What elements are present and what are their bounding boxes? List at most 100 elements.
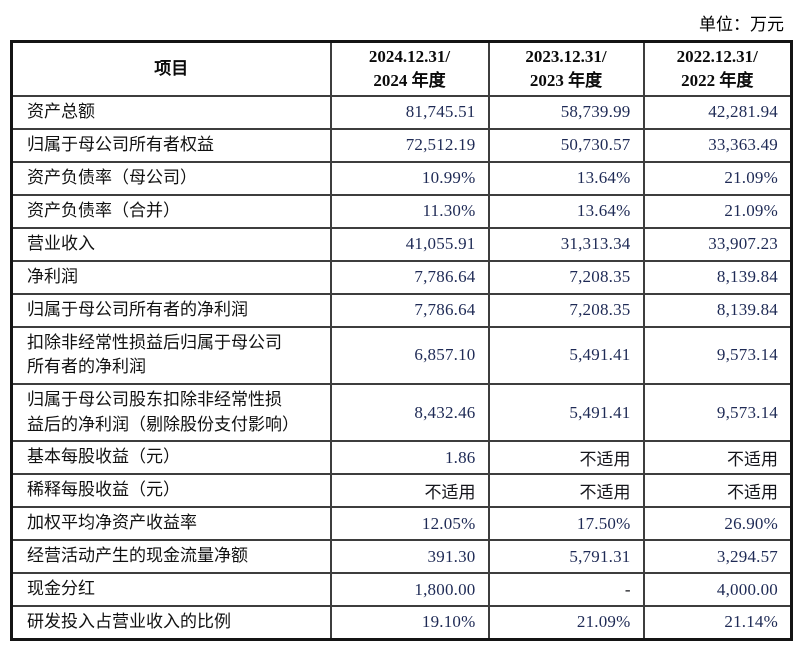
value-cell: 不适用 [487,473,645,509]
table-row: 研发投入占营业收入的比例 19.10% 21.09% 21.14% [10,605,793,641]
table-row: 基本每股收益（元） 1.86 不适用 不适用 [10,440,793,476]
table-row: 资产总额 81,745.51 58,739.99 42,281.94 [10,94,793,130]
table-row: 经营活动产生的现金流量净额 391.30 5,791.31 3,294.57 [10,539,793,575]
value-cell: 81,745.51 [329,94,490,130]
row-label-line: 归属于母公司股东扣除非经常性损 [27,389,282,409]
table-row: 资产负债率（母公司） 10.99% 13.64% 21.09% [10,160,793,196]
row-label-line: 扣除非经常性损益后归属于母公司 [27,332,282,352]
row-label: 归属于母公司所有者权益 [10,127,332,163]
row-label: 研发投入占营业收入的比例 [10,605,332,641]
value-cell: 21.09% [487,605,645,641]
value-cell: 10.99% [329,160,490,196]
value-cell: 8,139.84 [642,259,793,295]
row-label-line: 所有者的净利润 [27,357,146,377]
header-2022-line2: 2022 年度 [681,70,754,90]
value-cell: 不适用 [642,473,793,509]
table-row: 净利润 7,786.64 7,208.35 8,139.84 [10,259,793,295]
table-header-row: 项目 2024.12.31/ 2024 年度 2023.12.31/ 2023 … [10,40,793,97]
header-2024-line2: 2024 年度 [373,70,446,90]
value-cell: 21.09% [642,193,793,229]
table-row: 加权平均净资产收益率 12.05% 17.50% 26.90% [10,506,793,542]
value-cell: 不适用 [642,440,793,476]
header-2024: 2024.12.31/ 2024 年度 [329,40,490,97]
row-label: 资产总额 [10,94,332,130]
value-cell: 50,730.57 [487,127,645,163]
row-label: 现金分红 [10,572,332,608]
row-label-line: 研发投入占营业收入的比例 [27,612,231,632]
unit-label: 单位：万元 [699,15,784,34]
table-row: 归属于母公司所有者的净利润 7,786.64 7,208.35 8,139.84 [10,292,793,328]
table-row: 资产负债率（合并） 11.30% 13.64% 21.09% [10,193,793,229]
value-cell: 19.10% [329,605,490,641]
value-cell: 391.30 [329,539,490,575]
row-label: 扣除非经常性损益后归属于母公司 所有者的净利润 [10,325,332,385]
value-cell: 7,786.64 [329,259,490,295]
value-cell: 5,491.41 [487,382,645,443]
value-cell: 1,800.00 [329,572,490,608]
value-cell: 33,907.23 [642,226,793,262]
table-row: 归属于母公司股东扣除非经常性损 益后的净利润（剔除股份支付影响） 8,432.4… [10,382,793,443]
row-label: 经营活动产生的现金流量净额 [10,539,332,575]
table-row: 稀释每股收益（元） 不适用 不适用 不适用 [10,473,793,509]
row-label-line: 净利润 [27,266,78,286]
value-cell: 21.14% [642,605,793,641]
value-cell: 58,739.99 [487,94,645,130]
row-label-line: 经营活动产生的现金流量净额 [27,546,248,566]
row-label: 资产负债率（合并） [10,193,332,229]
row-label-line: 资产总额 [27,101,95,121]
value-cell: 31,313.34 [487,226,645,262]
header-item: 项目 [10,40,332,97]
table-row: 归属于母公司所有者权益 72,512.19 50,730.57 33,363.4… [10,127,793,163]
value-cell: 7,208.35 [487,259,645,295]
value-cell: 8,139.84 [642,292,793,328]
row-label-line: 基本每股收益（元） [27,447,180,467]
value-cell: 5,491.41 [487,325,645,385]
header-2023: 2023.12.31/ 2023 年度 [487,40,645,97]
row-label-line: 加权平均净资产收益率 [27,513,197,533]
row-label-line: 营业收入 [27,233,95,253]
value-cell: 41,055.91 [329,226,490,262]
header-2023-line2: 2023 年度 [529,70,603,90]
row-label: 加权平均净资产收益率 [10,506,332,542]
row-label: 营业收入 [10,226,332,262]
value-cell: 17.50% [487,506,645,542]
value-cell: 12.05% [329,506,490,542]
row-label-line: 归属于母公司所有者权益 [27,134,214,154]
row-label-line: 益后的净利润（剔除股份支付影响） [27,414,299,434]
header-2022: 2022.12.31/ 2022 年度 [642,40,793,97]
row-label-line: 现金分红 [27,579,95,599]
value-cell: 42,281.94 [642,94,793,130]
value-cell: 26.90% [642,506,793,542]
value-cell: 3,294.57 [642,539,793,575]
header-2024-line1: 2024.12.31/ [368,47,451,66]
table-row: 扣除非经常性损益后归属于母公司 所有者的净利润 6,857.10 5,491.4… [10,325,793,385]
value-cell: 7,208.35 [487,292,645,328]
value-cell: 9,573.14 [642,325,793,385]
value-cell: 5,791.31 [487,539,645,575]
value-cell: 21.09% [642,160,793,196]
row-label: 归属于母公司股东扣除非经常性损 益后的净利润（剔除股份支付影响） [10,382,332,443]
row-label: 基本每股收益（元） [10,440,332,476]
row-label-line: 稀释每股收益（元） [27,480,180,500]
value-cell: 9,573.14 [642,382,793,443]
table-row: 现金分红 1,800.00 - 4,000.00 [10,572,793,608]
value-cell: 不适用 [487,440,645,476]
value-cell: 4,000.00 [642,572,793,608]
row-label: 归属于母公司所有者的净利润 [10,292,332,328]
value-cell: 不适用 [329,473,490,509]
row-label-line: 资产负债率（母公司） [27,167,197,187]
row-label: 净利润 [10,259,332,295]
financial-summary-table: 项目 2024.12.31/ 2024 年度 2023.12.31/ 2023 … [10,40,793,641]
value-cell: 11.30% [329,193,490,229]
value-cell: 13.64% [487,193,645,229]
row-label-line: 资产负债率（合并） [27,200,180,220]
row-label: 资产负债率（母公司） [10,160,332,196]
row-label: 稀释每股收益（元） [10,473,332,509]
value-cell: 8,432.46 [329,382,490,443]
header-2022-line1: 2022.12.31/ [676,47,758,66]
value-cell: 13.64% [487,160,645,196]
row-label-line: 归属于母公司所有者的净利润 [27,299,248,319]
value-cell: 6,857.10 [329,325,490,385]
value-cell: 72,512.19 [329,127,490,163]
